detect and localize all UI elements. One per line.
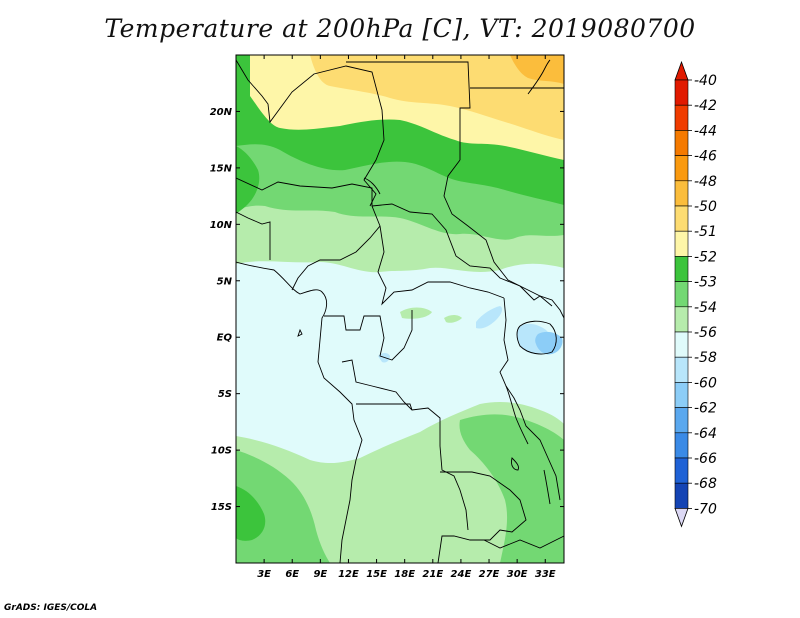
border-angola-zambia [437, 471, 527, 563]
colorbar-swatch [674, 130, 689, 156]
colorbar-swatch [674, 407, 689, 434]
border-chad-sudan [443, 159, 521, 287]
lon-tick-label: 9E [313, 569, 327, 580]
field-orangeyellow [510, 55, 564, 84]
border-libya-chad [346, 61, 471, 160]
border-nile [527, 59, 551, 95]
lon-tick-label: 12E [338, 569, 359, 580]
border-lake-victoria [516, 320, 557, 355]
colorbar-label: -53 [694, 275, 717, 291]
lat-tick-label: 15S [211, 502, 232, 513]
border-lake-tanganyika [505, 385, 529, 445]
colorbar-label: -60 [694, 375, 717, 391]
border-drc-west [341, 359, 469, 531]
colorbar-label: -42 [694, 98, 717, 114]
field-cold-patch-east [535, 331, 563, 355]
border-congo-gabon [324, 310, 413, 361]
colorbar-swatch [674, 256, 689, 282]
country-borders [236, 59, 564, 563]
border-east-africa [519, 285, 564, 319]
lat-tick-label: 5N [217, 276, 233, 287]
border-coast-guinea [236, 261, 363, 563]
colorbar-swatch [674, 432, 689, 459]
grads-credit: GrADS: IGES/COLA [4, 603, 98, 613]
lat-tick-label: 20N [210, 107, 233, 118]
border-great-lakes [499, 297, 561, 501]
colorbar-label: -64 [694, 426, 717, 442]
map-frame [235, 54, 565, 564]
colorbar-swatch [674, 457, 689, 484]
colorbar: -40 -42 -44 -46 -48 -50 -51 -52 -53 -54 -56 -58 -60 -… [674, 60, 717, 528]
border-west-coastal [236, 211, 271, 260]
border-car [377, 225, 505, 306]
longitude-axis: 3E 6E 9E 12E 15E 18E 21E 24E 27E 30E 33E [257, 55, 556, 580]
colorbar-label: -46 [694, 149, 717, 165]
lon-tick-label: 33E [535, 569, 556, 580]
colorbar-label: -51 [694, 224, 717, 240]
colorbar-swatch [674, 205, 689, 232]
field-medgreen-south-east [459, 414, 564, 563]
colorbar-swatch [674, 281, 689, 308]
lon-tick-label: 24E [451, 569, 472, 580]
border-cameroon [371, 203, 553, 307]
border-lake-chad [363, 177, 381, 195]
field-darkgreen-west [236, 146, 260, 214]
border-lake-malawi [543, 469, 551, 505]
colorbar-bottom-cap [674, 508, 689, 528]
temperature-field [236, 55, 564, 563]
lon-tick-label: 15E [366, 569, 387, 580]
colorbar-label: -62 [694, 401, 717, 417]
colorbar-swatch [674, 180, 689, 207]
colorbar-swatch [674, 482, 689, 509]
lat-tick-label: 10S [211, 446, 232, 457]
field-lightgreen-speck-2 [444, 315, 462, 323]
border-southeast [483, 535, 564, 549]
lat-tick-label: 15N [210, 163, 233, 174]
chart-title: Temperature at 200hPa [C], VT: 201908070… [104, 14, 696, 43]
border-angola [356, 403, 413, 411]
colorbar-swatch [674, 306, 689, 333]
field-darkgreen-south-west [236, 486, 266, 541]
colorbar-label: -54 [694, 300, 717, 316]
lon-tick-label: 30E [507, 569, 528, 580]
colorbar-swatch [674, 155, 689, 182]
colorbar-swatch [674, 356, 689, 383]
colorbar-label: -52 [694, 249, 717, 265]
colorbar-swatch [674, 331, 689, 358]
lon-tick-label: 27E [479, 569, 500, 580]
colorbar-label: -56 [694, 325, 717, 341]
lat-tick-label: 10N [210, 220, 233, 231]
colorbar-label: -40 [694, 73, 717, 89]
colorbar-label: -70 [694, 501, 717, 517]
latitude-axis: 20N 15N 10N 5N EQ 5S 10S 15S [210, 107, 564, 513]
colorbar-label: -66 [694, 451, 717, 467]
lat-tick-label: 5S [218, 389, 232, 400]
colorbar-label: -50 [694, 199, 717, 215]
colorbar-swatch [674, 104, 689, 131]
border-nigeria [236, 177, 381, 291]
colorbar-label: -58 [694, 350, 717, 366]
colorbar-top-cap [674, 60, 689, 81]
border-islands-1 [297, 328, 303, 337]
colorbar-label: -68 [694, 476, 717, 492]
border-sahel-north [236, 59, 385, 207]
colorbar-label: -48 [694, 174, 717, 190]
field-cold-streak-1 [476, 306, 503, 329]
lon-tick-label: 18E [394, 569, 415, 580]
colorbar-swatch [674, 230, 689, 257]
colorbar-swatch [674, 382, 689, 408]
colorbar-label: -44 [694, 123, 717, 139]
lon-tick-label: 6E [285, 569, 299, 580]
lon-tick-label: 3E [257, 569, 271, 580]
border-islands-2 [511, 457, 519, 471]
lat-tick-label: EQ [217, 333, 233, 344]
field-lightgreen-speck-1 [400, 307, 432, 319]
colorbar-swatch [674, 79, 689, 106]
lon-tick-label: 21E [422, 569, 443, 580]
